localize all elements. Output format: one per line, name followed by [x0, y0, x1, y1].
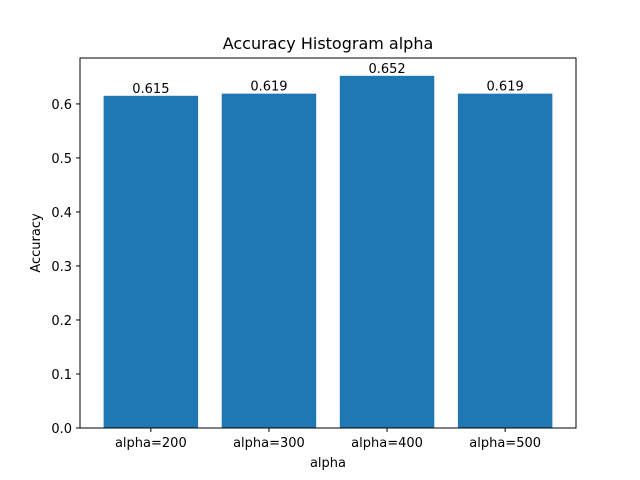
- y-tick-label: 0.1: [51, 368, 72, 383]
- bar: [457, 93, 553, 429]
- x-tick-label: alpha=300: [233, 436, 305, 451]
- plot-area: 0.615 0.619 0.652 0.619 0.0 0.1 0.2 0.3 0.4 0.5 0.…: [51, 57, 577, 451]
- x-tick-label: alpha=200: [115, 436, 187, 451]
- bar-value-label: 0.652: [368, 62, 405, 77]
- x-axis-label: alpha: [310, 456, 346, 471]
- bar-value-label: 0.619: [250, 80, 287, 95]
- x-tick-label: alpha=500: [469, 436, 541, 451]
- bar-value-label: 0.619: [487, 80, 524, 95]
- chart-title: Accuracy Histogram alpha: [223, 34, 434, 53]
- bar: [103, 95, 199, 428]
- y-tick-label: 0.4: [51, 206, 72, 221]
- y-axis-label: Accuracy: [29, 213, 44, 273]
- bar: [221, 93, 317, 429]
- y-tick-label: 0.6: [51, 98, 72, 113]
- y-tick-label: 0.3: [51, 260, 72, 275]
- bar-value-label: 0.615: [132, 82, 169, 97]
- axes-frame: [79, 57, 577, 429]
- y-tick-label: 0.0: [51, 422, 72, 437]
- y-tick-label: 0.5: [51, 152, 72, 167]
- bar: [339, 75, 435, 428]
- y-tick-label: 0.2: [51, 314, 72, 329]
- x-tick-label: alpha=400: [351, 436, 423, 451]
